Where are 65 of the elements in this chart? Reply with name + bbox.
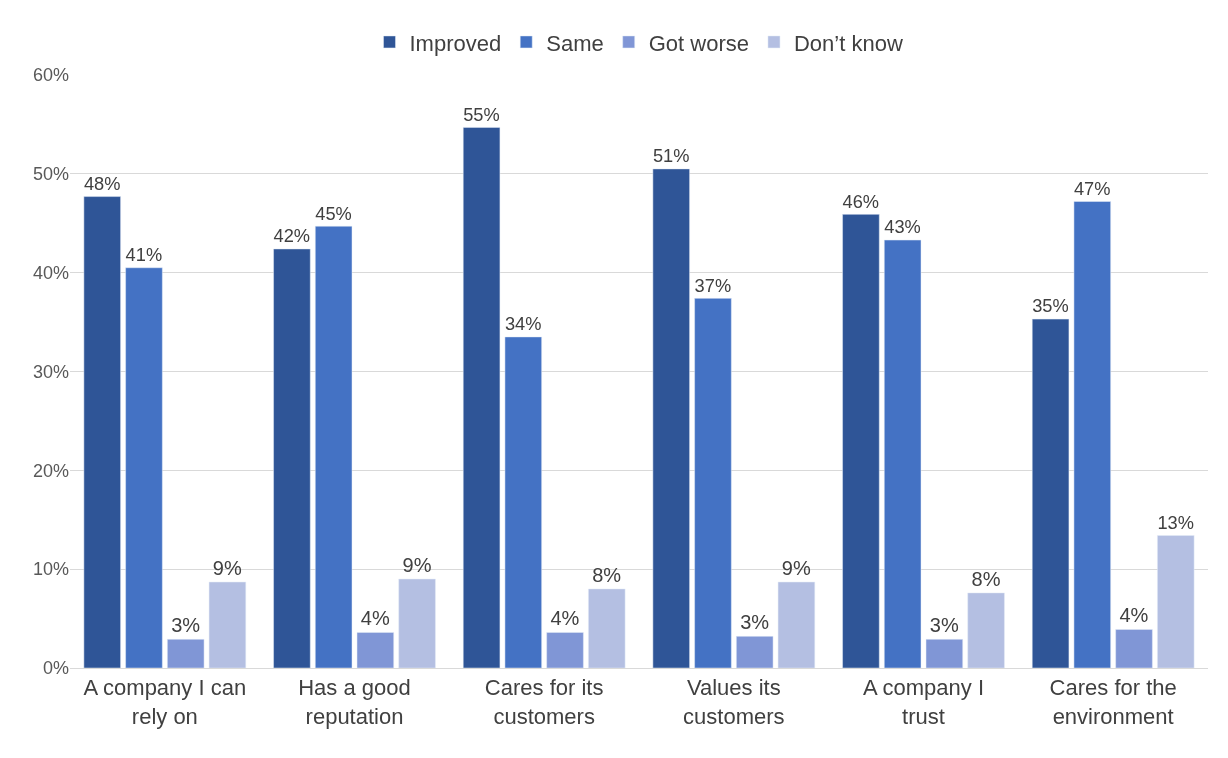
bar — [83, 196, 121, 668]
y-tick-label: 40% — [32, 262, 69, 283]
y-tick-label: 20% — [32, 460, 69, 481]
data-label: 46% — [842, 190, 880, 212]
bar — [777, 581, 816, 668]
bar — [925, 639, 963, 668]
data-label: 3% — [740, 611, 770, 634]
legend-label: Same — [546, 30, 604, 56]
data-label: 55% — [463, 103, 500, 125]
data-label: 34% — [504, 313, 542, 335]
data-label: 9% — [212, 557, 242, 580]
data-label: 51% — [652, 145, 690, 167]
bar — [1073, 201, 1111, 668]
bar — [208, 581, 247, 668]
data-label: 43% — [884, 216, 921, 238]
bar — [736, 636, 774, 668]
data-label: 3% — [929, 614, 959, 637]
bar — [967, 592, 1005, 668]
x-tick-label: Cares for its customers — [484, 675, 604, 729]
data-label: 4% — [360, 607, 390, 630]
data-label: 35% — [1032, 295, 1069, 317]
data-label: 13% — [1157, 511, 1194, 533]
data-label: 41% — [125, 244, 163, 266]
x-tick-label: A company I trust — [862, 675, 985, 729]
y-tick-label: 30% — [32, 361, 69, 382]
bar — [694, 298, 732, 668]
bar — [504, 336, 542, 668]
bar — [546, 632, 584, 668]
data-label: 3% — [171, 614, 201, 637]
data-label: 4% — [550, 607, 580, 630]
bar — [315, 225, 353, 668]
x-tick-label: A company I can rely on — [83, 675, 247, 729]
bar — [356, 632, 394, 668]
y-tick-label: 50% — [32, 164, 69, 185]
data-label: 4% — [1119, 604, 1149, 627]
bar — [652, 168, 690, 668]
bar — [1157, 535, 1195, 668]
bar — [167, 639, 205, 668]
data-label: 42% — [273, 225, 311, 247]
x-tick-label: Has a good reputation — [298, 675, 411, 729]
legend-label: Don’t know — [793, 30, 903, 56]
data-label: 8% — [971, 567, 1001, 590]
data-label: 37% — [694, 274, 732, 296]
x-tick-label: Cares for the environment — [1049, 675, 1177, 729]
bar — [842, 214, 880, 668]
bar — [125, 267, 163, 668]
data-label: 45% — [315, 202, 352, 224]
y-tick-label: 60% — [32, 65, 69, 86]
bar — [462, 127, 501, 668]
bar — [273, 248, 311, 668]
data-label: 47% — [1073, 177, 1111, 199]
data-label: 9% — [781, 557, 811, 580]
bar — [588, 588, 626, 668]
bar — [1031, 318, 1070, 668]
y-tick-label: 10% — [32, 559, 69, 580]
bar — [398, 578, 436, 668]
x-tick-label: Values its customers — [683, 675, 785, 729]
bar — [884, 239, 922, 668]
bar — [1115, 629, 1153, 668]
data-label: 48% — [83, 172, 121, 194]
data-label: 8% — [592, 563, 622, 586]
legend-label: Improved — [409, 30, 502, 56]
data-label: 9% — [402, 554, 432, 577]
y-tick-label: 0% — [42, 658, 69, 679]
legend-label: Got worse — [648, 30, 749, 56]
